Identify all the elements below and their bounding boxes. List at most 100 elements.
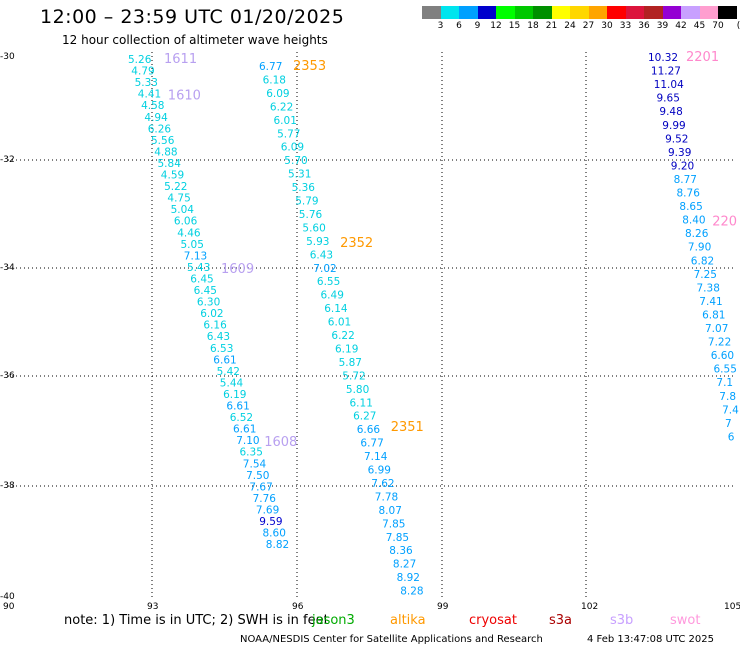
wave-height-value: 6.43 [207, 331, 230, 343]
wave-height-value: 8.76 [677, 188, 701, 200]
wave-height-value: 6.52 [230, 412, 253, 424]
wave-height-value: 6.77 [360, 438, 383, 450]
wave-height-value: 4.41 [138, 89, 161, 101]
wave-height-value: 8.60 [263, 528, 286, 540]
wave-height-value: 7.07 [705, 323, 728, 335]
colorbar-swatch [477, 6, 497, 19]
wave-height-value: 6.49 [321, 290, 344, 302]
wave-height-value: 5.70 [284, 155, 307, 167]
time-labels: 1611 1610 1609 1608 2353 2352 2351 2201 220 [164, 50, 737, 450]
wave-height-value: 9.39 [668, 147, 691, 159]
wave-height-value: 7.4 [722, 404, 739, 416]
wave-height-value: 6.35 [240, 447, 263, 459]
colorbar-swatch [496, 6, 515, 19]
colorbar-label: 33 [619, 21, 632, 31]
wave-height-value: 5.56 [151, 135, 175, 147]
colorbar-swatch [644, 6, 663, 19]
wave-height-value: 9.59 [259, 516, 282, 528]
wave-height-value: 9.52 [665, 133, 688, 145]
colorbar-label: 70 [712, 21, 724, 31]
pass-time-label: 1608 [264, 435, 297, 450]
wave-height-value: 8.65 [679, 201, 702, 213]
wave-height-value: 5.76 [299, 209, 323, 221]
wave-height-value: 6.26 [148, 123, 172, 135]
wave-height-value: 8.77 [674, 174, 697, 186]
wave-height-value: 6.01 [274, 115, 297, 127]
wave-height-value: 7.76 [253, 493, 277, 505]
wave-height-value: 6.27 [353, 411, 376, 423]
wave-height-value: 4.75 [167, 193, 190, 205]
colorbar-label: 39 [656, 21, 669, 31]
longitude-label: 105 [724, 602, 740, 612]
wave-height-value: 6.14 [324, 303, 348, 315]
latitude-label: -32 [0, 155, 15, 165]
wave-height-value: 5.77 [277, 128, 300, 140]
colorbar-swatch [533, 6, 552, 19]
pass-time-label: 2201 [686, 50, 719, 65]
colorbar-label: 45 [693, 21, 706, 31]
colorbar-label: 30 [601, 21, 613, 31]
wave-height-value: 6.16 [203, 320, 227, 332]
colorbar-swatch [570, 6, 589, 19]
latitude-label: -34 [0, 263, 15, 273]
wave-height-value: 8.36 [389, 545, 413, 557]
colorbar-label: 6 [456, 21, 462, 31]
wave-height-value: 8.82 [266, 539, 289, 551]
pass-time-label: 2351 [391, 420, 424, 435]
pass-time-label: 1611 [164, 52, 197, 67]
colorbar-swatch [514, 6, 534, 19]
wave-height-value: 7.02 [313, 263, 336, 275]
colorbar-label: 18 [527, 21, 539, 31]
wave-height-value: 6.19 [335, 343, 358, 355]
colorbar-swatch [625, 6, 645, 19]
wave-height-value: 4.88 [154, 146, 177, 158]
wave-height-value: 7.85 [382, 518, 405, 530]
colorbar-swatch [459, 6, 478, 19]
wave-height-value: 8.40 [682, 215, 705, 227]
colorbar-label: 3 [437, 21, 444, 31]
colorbar-unit: (ft) [736, 21, 740, 31]
wave-height-value: 7.22 [708, 337, 731, 349]
pass-time-label: 1609 [221, 262, 254, 277]
longitude-label: 93 [147, 602, 159, 612]
colorbar-swatch [607, 6, 626, 19]
wave-height-value: 6.45 [194, 285, 217, 297]
wave-height-value: 7.25 [694, 269, 717, 281]
timestamp-text: 4 Feb 13:47:08 UTC 2025 [587, 634, 714, 645]
wave-height-value: 6.99 [368, 465, 391, 477]
pass-time-label: 1610 [168, 89, 201, 104]
wave-height-value: 9.48 [659, 106, 682, 118]
colorbar-label: 27 [582, 21, 595, 31]
wave-height-value: 6.77 [259, 61, 282, 73]
wave-height-value: 8.92 [397, 572, 420, 584]
wave-height-value: 5.44 [220, 377, 244, 389]
longitude-label: 102 [581, 602, 599, 612]
wave-height-value: 5.93 [306, 236, 329, 248]
colorbar-swatch [551, 6, 571, 19]
wave-height-value: 7.41 [699, 296, 722, 308]
wave-height-value: 4.46 [177, 227, 201, 239]
wave-height-value: 6.60 [711, 350, 734, 362]
colorbar-label: 42 [675, 21, 687, 31]
satellite-s3b: s3b [610, 613, 634, 628]
track-values: 5.264.795.334.414.584.946.265.564.885.84… [128, 52, 739, 598]
wave-height-value: 5.87 [339, 357, 362, 369]
wave-height-value: 6.09 [266, 88, 289, 100]
satellite-jason3: jason3 [312, 613, 355, 628]
wave-height-value: 6.11 [350, 397, 373, 409]
wave-height-value: 6.53 [210, 343, 233, 355]
colorbar-swatch [588, 6, 608, 19]
satellite-swot: swot [670, 613, 701, 628]
wave-height-value: 10.32 [648, 52, 678, 64]
wave-height-value: 7.85 [386, 532, 409, 544]
wave-height-value: 7.69 [256, 505, 279, 517]
wave-height-value: 8.28 [400, 586, 423, 598]
wave-height-value: 8.26 [685, 228, 709, 240]
wave-height-value: 5.43 [187, 262, 210, 274]
satellite-s3a: s3a [549, 613, 573, 628]
wave-height-value: 11.04 [654, 79, 684, 91]
colorbar-label: 15 [508, 21, 521, 31]
wave-height-value: 5.04 [171, 204, 195, 216]
wave-height-value: 6.30 [197, 297, 220, 309]
pass-time-label: 2352 [340, 236, 373, 251]
